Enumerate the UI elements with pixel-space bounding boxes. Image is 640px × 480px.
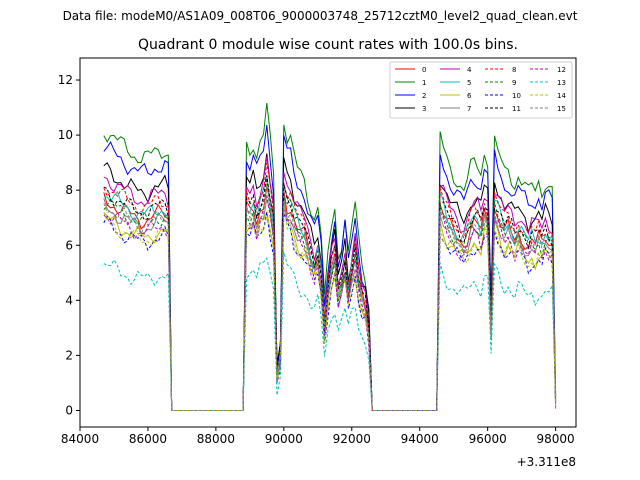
x-tick-label: 84000	[61, 432, 99, 446]
x-tick-label: 94000	[401, 432, 439, 446]
x-tick-label: 96000	[469, 432, 507, 446]
y-tick-label: 6	[65, 238, 73, 252]
legend-label-1: 1	[422, 79, 426, 87]
x-offset-label: +3.311e8	[517, 455, 576, 469]
legend-label-0: 0	[422, 66, 426, 74]
legend-label-5: 5	[467, 79, 471, 87]
legend-label-3: 3	[422, 105, 426, 113]
legend-label-8: 8	[512, 66, 516, 74]
legend-label-10: 10	[512, 92, 521, 100]
x-tick-label: 98000	[537, 432, 575, 446]
series-layer	[103, 102, 557, 411]
y-axis: 0 2 4 6 8 10 12	[58, 73, 80, 417]
y-tick-label: 2	[65, 348, 73, 362]
legend-label-15: 15	[557, 105, 566, 113]
legend-box	[389, 61, 573, 119]
x-tick-label: 90000	[265, 432, 303, 446]
y-tick-label: 8	[65, 183, 73, 197]
legend-label-12: 12	[557, 66, 566, 74]
series-line-14	[103, 205, 557, 411]
chart-suptitle: Data file: modeM0/AS1A09_008T06_90000037…	[63, 9, 578, 23]
legend-label-13: 13	[557, 79, 566, 87]
legend-label-9: 9	[512, 79, 516, 87]
y-tick-label: 4	[65, 293, 73, 307]
y-tick-label: 10	[58, 128, 73, 142]
legend-label-11: 11	[512, 105, 521, 113]
x-tick-label: 88000	[197, 432, 235, 446]
legend-label-4: 4	[467, 66, 472, 74]
legend-label-6: 6	[467, 92, 472, 100]
x-axis: 84000 86000 88000 90000 92000 94000 96000 98000	[61, 427, 575, 446]
plot-area-frame	[79, 57, 577, 428]
chart-title: Quadrant 0 module wise count rates with …	[138, 37, 518, 53]
legend-label-2: 2	[422, 92, 426, 100]
y-tick-label: 0	[65, 403, 73, 417]
y-tick-label: 12	[58, 73, 73, 87]
series-line-15	[103, 186, 557, 411]
legend-label-7: 7	[467, 105, 471, 113]
legend-label-14: 14	[557, 92, 566, 100]
x-tick-label: 86000	[129, 432, 167, 446]
x-tick-label: 92000	[333, 432, 371, 446]
